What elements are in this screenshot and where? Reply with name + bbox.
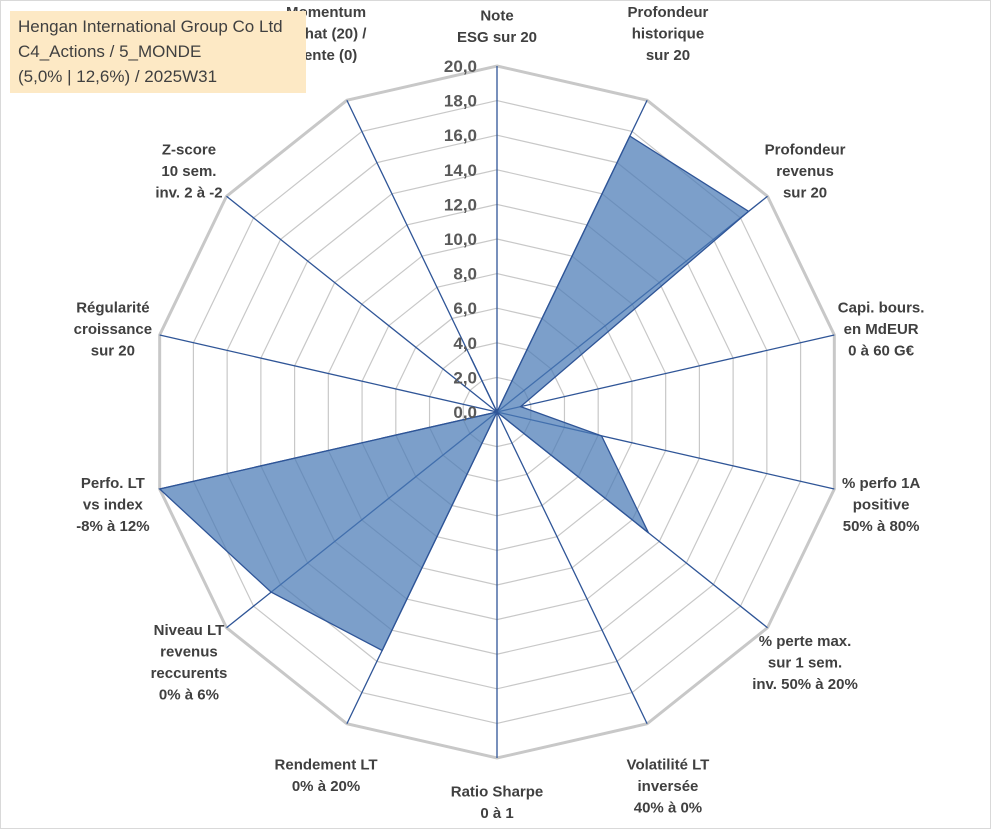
axis-label-line: 10 sem.: [161, 163, 216, 180]
tick-label: 4,0: [453, 334, 477, 353]
axis-label-line: 0% à 6%: [159, 687, 219, 704]
tick-label: 8,0: [453, 265, 477, 284]
tick-label: 20,0: [444, 57, 477, 76]
axis-label-line: revenus: [160, 644, 218, 661]
axis-label-11: Régularité croissance sur 20: [74, 300, 152, 360]
axis-label-4: % perfo 1A positive 50% à 80%: [842, 475, 921, 535]
axis-label-line: Vente (0): [295, 47, 358, 64]
axis-label-line: ESG sur 20: [457, 29, 537, 46]
axis-label-line: Profondeur: [628, 4, 709, 21]
title-line-company: Hengan International Group Co Ltd: [18, 17, 283, 36]
title-box: Hengan International Group Co Ltd C4_Act…: [10, 11, 306, 93]
axis-label-line: Perfo. LT: [81, 475, 145, 492]
axis-label-line: Niveau LT: [154, 622, 225, 639]
axis-label-line: Note: [480, 8, 513, 25]
axis-label-line: 0% à 20%: [292, 778, 360, 795]
axis-label-line: 0 à 60 G€: [848, 343, 915, 360]
axis-label-line: sur 20: [646, 47, 690, 64]
tick-label: 12,0: [444, 195, 477, 214]
axis-label-line: 0 à 1: [480, 805, 513, 822]
axis-label-line: revenus: [776, 163, 834, 180]
tick-label: 10,0: [444, 230, 477, 249]
radar-axis-labels: Note ESG sur 20 Profondeur historique sur 20…: [74, 4, 925, 822]
tick-label: 2,0: [453, 368, 477, 387]
tick-label: 16,0: [444, 126, 477, 145]
axis-label-6: Volatilité LT inversée 40% à 0%: [627, 756, 710, 816]
axis-label-line: Capi. bours.: [838, 300, 925, 317]
axis-label-3: Capi. bours. en MdEUR 0 à 60 G€: [838, 300, 925, 360]
axis-label-line: sur 1 sem.: [768, 654, 842, 671]
axis-label-line: 50% à 80%: [843, 518, 920, 535]
tick-label: 14,0: [444, 161, 477, 180]
axis-label-10: Perfo. LT vs index -8% à 12%: [76, 475, 149, 535]
axis-label-line: Volatilité LT: [627, 756, 710, 773]
axis-label-line: vs index: [83, 496, 144, 513]
axis-label-line: historique: [632, 26, 705, 43]
axis-label-7: Ratio Sharpe 0 à 1: [451, 784, 544, 823]
axis-label-line: -8% à 12%: [76, 518, 149, 535]
axis-label-line: reccurents: [151, 665, 228, 682]
tick-label: 0,0: [453, 403, 477, 422]
spoke-3: [496, 334, 835, 413]
radar-series: [158, 135, 750, 652]
axis-label-line: Rendement LT: [275, 756, 378, 773]
axis-label-line: positive: [853, 496, 910, 513]
series-area: [158, 135, 750, 652]
axis-label-line: sur 20: [783, 185, 827, 202]
spoke-12: [226, 195, 498, 413]
axis-label-line: croissance: [74, 321, 152, 338]
axis-label-line: inv. 50% à 20%: [752, 676, 858, 693]
axis-label-5: % perte max. sur 1 sem. inv. 50% à 20%: [752, 633, 858, 693]
axis-label-0: Note ESG sur 20: [457, 8, 537, 47]
tick-label: 6,0: [453, 299, 477, 318]
axis-label-1: Profondeur historique sur 20: [628, 4, 709, 64]
axis-label-line: 40% à 0%: [634, 799, 702, 816]
axis-label-line: Régularité: [76, 300, 149, 317]
axis-label-line: sur 20: [91, 343, 135, 360]
title-line-stats: (5,0% | 12,6%) / 2025W31: [18, 67, 218, 86]
axis-label-line: inversée: [638, 778, 699, 795]
axis-label-line: % perfo 1A: [842, 475, 921, 492]
axis-label-line: en MdEUR: [844, 321, 919, 338]
axis-label-line: Momentum: [286, 4, 366, 21]
axis-label-line: % perte max.: [759, 633, 852, 650]
axis-label-line: Ratio Sharpe: [451, 784, 544, 801]
axis-label-line: Profondeur: [765, 142, 846, 159]
spoke-6: [496, 411, 648, 725]
axis-label-8: Rendement LT 0% à 20%: [275, 756, 378, 795]
axis-label-9: Niveau LT revenus reccurents 0% à 6%: [151, 622, 228, 704]
radar-tick-labels: 0,0 2,0 4,0 6,0 8,0 10,0 12,0 14,0 16,0 18,0 20,0: [444, 57, 477, 422]
spoke-11: [159, 334, 498, 413]
axis-label-line: Z-score: [162, 142, 216, 159]
axis-label-line: Achat (20) /: [286, 26, 368, 43]
axis-label-line: inv. 2 à -2: [155, 185, 222, 202]
axis-label-13: Momentum Achat (20) / Vente (0): [286, 4, 368, 64]
axis-label-12: Z-score 10 sem. inv. 2 à -2: [155, 142, 222, 202]
title-line-category: C4_Actions / 5_MONDE: [18, 42, 202, 61]
tick-label: 18,0: [444, 92, 477, 111]
axis-label-2: Profondeur revenus sur 20: [765, 142, 846, 202]
